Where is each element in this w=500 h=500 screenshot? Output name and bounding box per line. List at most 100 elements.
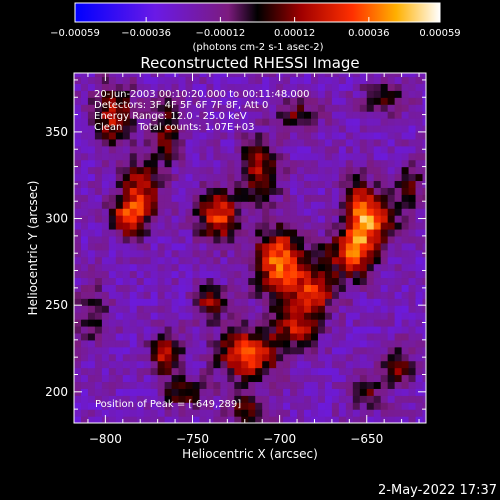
heatmap-cell [164, 138, 173, 147]
heatmap-cell [255, 312, 263, 320]
heatmap-cell [192, 381, 201, 389]
heatmap-cell [178, 353, 187, 362]
heatmap-cell [359, 409, 368, 417]
heatmap-cell [213, 395, 221, 403]
heatmap-cell [122, 298, 131, 306]
heatmap-cell [80, 104, 89, 112]
heatmap-cell [387, 76, 396, 84]
heatmap-cell [157, 367, 166, 376]
heatmap-cell [108, 291, 117, 299]
heatmap-cell [241, 222, 249, 230]
heatmap-cell [359, 298, 368, 306]
heatmap-cell [80, 152, 89, 161]
heatmap-cell [115, 374, 124, 383]
heatmap-cell [115, 360, 124, 369]
heatmap-cell [150, 76, 159, 84]
heatmap-cell [345, 256, 354, 265]
heatmap-cell [87, 76, 96, 84]
heatmap-cell [304, 76, 312, 84]
heatmap-cell [185, 73, 194, 78]
heatmap-cell [283, 242, 291, 251]
heatmap-cell [234, 325, 242, 334]
heatmap-cell [108, 166, 117, 175]
heatmap-cell [262, 138, 270, 147]
heatmap-cell [171, 284, 180, 292]
heatmap-cell [122, 284, 131, 292]
heatmap-cell [262, 388, 270, 396]
heatmap-cell [373, 173, 382, 182]
heatmap-cell [101, 263, 110, 272]
heatmap-cell [304, 104, 312, 112]
heatmap-cell [178, 346, 187, 355]
heatmap-cell [310, 367, 319, 376]
heatmap-cell [234, 111, 242, 119]
heatmap-cell [345, 346, 354, 355]
heatmap-cell [108, 104, 117, 112]
heatmap-cell [129, 187, 138, 195]
heatmap-cell [150, 381, 159, 389]
heatmap-cell [143, 90, 152, 98]
heatmap-cell [373, 76, 382, 84]
heatmap-cell [129, 291, 138, 299]
heatmap-cell [213, 76, 221, 84]
heatmap-cell [213, 332, 221, 341]
heatmap-cell [331, 152, 340, 161]
heatmap-cell [394, 83, 403, 91]
heatmap-cell [380, 256, 389, 265]
heatmap-cell [115, 118, 124, 126]
heatmap-cell [157, 124, 166, 133]
heatmap-cell [276, 187, 284, 195]
heatmap-cell [122, 402, 131, 410]
heatmap-cell [94, 284, 103, 292]
heatmap-cell [150, 374, 159, 383]
heatmap-cell [310, 374, 319, 383]
heatmap-cell [143, 319, 152, 327]
heatmap-cell [324, 173, 333, 182]
heatmap-cell [269, 97, 277, 105]
heatmap-cell [373, 208, 382, 216]
heatmap-cell [206, 263, 215, 272]
heatmap-cell [185, 284, 194, 292]
heatmap-cell [401, 291, 410, 299]
heatmap-cell [220, 145, 228, 154]
heatmap-cell [324, 228, 333, 237]
heatmap-cell [373, 152, 382, 161]
heatmap-cell [101, 305, 110, 313]
heatmap-cell [220, 339, 228, 348]
heatmap-cell [80, 263, 89, 272]
heatmap-cell [192, 249, 201, 258]
heatmap-cell [373, 90, 382, 98]
heatmap-cell [206, 346, 215, 355]
heatmap-cell [359, 312, 368, 320]
heatmap-cell [366, 381, 375, 389]
heatmap-cell [331, 145, 340, 154]
heatmap-cell [234, 402, 242, 410]
heatmap-cell [74, 360, 82, 369]
heatmap-cell [352, 187, 361, 195]
heatmap-cell [290, 187, 298, 195]
heatmap-cell [122, 201, 131, 209]
heatmap-cell [248, 235, 256, 244]
heatmap-cell [157, 312, 166, 320]
heatmap-cell [234, 166, 242, 175]
heatmap-cell [317, 332, 326, 341]
heatmap-cell [408, 228, 417, 237]
heatmap-cell [206, 388, 215, 396]
heatmap-cell [213, 111, 221, 119]
heatmap-cell [304, 312, 312, 320]
heatmap-cell [310, 180, 319, 188]
heatmap-cell [150, 83, 159, 91]
heatmap-cell [283, 124, 291, 133]
heatmap-cell [164, 152, 173, 161]
heatmap-cell [338, 159, 347, 168]
heatmap-cell [338, 194, 347, 202]
heatmap-cell [262, 395, 270, 403]
heatmap-cell [255, 201, 263, 209]
heatmap-cell [157, 325, 166, 334]
heatmap-cell [122, 173, 131, 182]
heatmap-cell [359, 381, 368, 389]
heatmap-cell [185, 201, 194, 209]
heatmap-cell [317, 73, 326, 78]
heatmap-cell [136, 124, 145, 133]
heatmap-cell [234, 360, 242, 369]
